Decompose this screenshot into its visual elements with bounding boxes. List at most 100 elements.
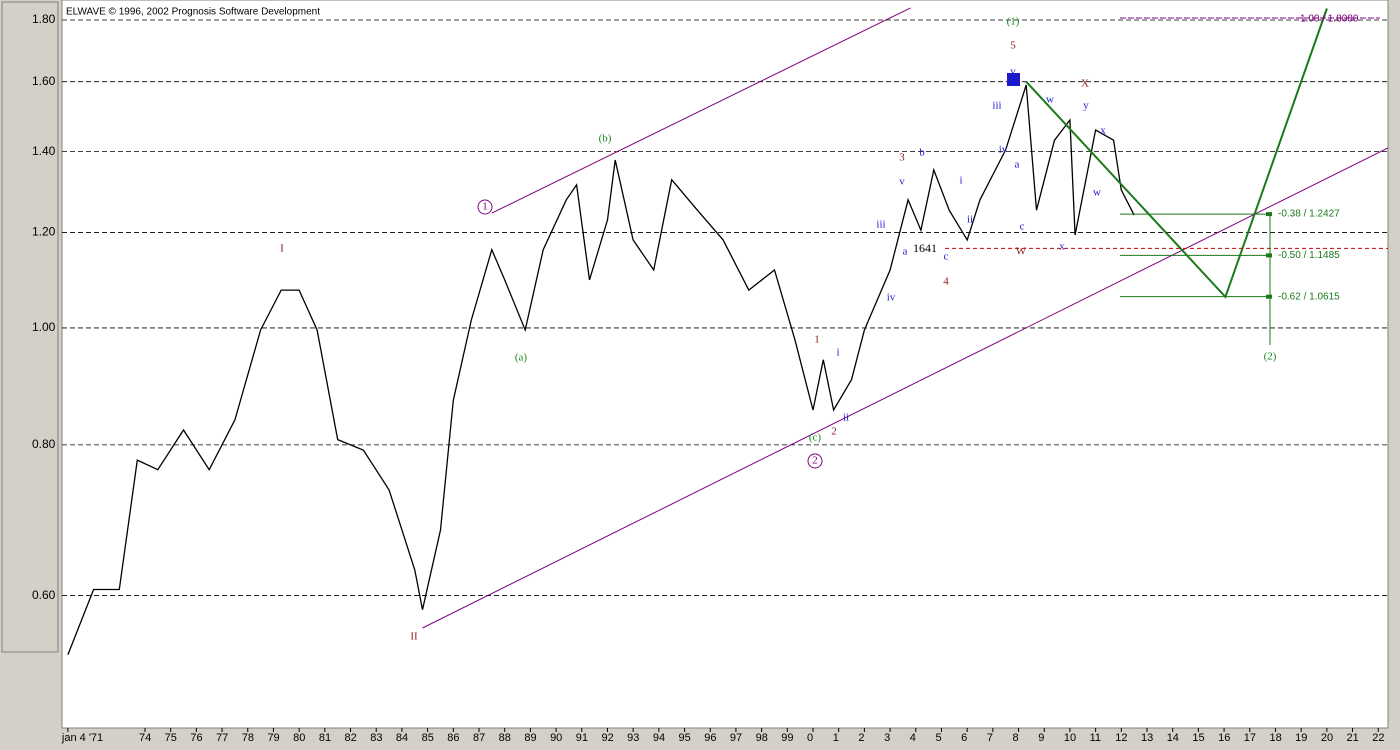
wave-label: a	[1015, 159, 1020, 171]
x-tick-label: 81	[319, 732, 331, 744]
fib-marker	[1266, 253, 1272, 258]
x-tick-label: jan 4 '71	[61, 732, 103, 744]
top-label: 1.00 / 1.8080	[1300, 14, 1359, 25]
wave-label: 2	[831, 426, 837, 438]
wave-label: v	[899, 176, 905, 188]
y-tick-label: 1.00	[32, 320, 56, 334]
x-tick-label: 99	[781, 732, 793, 744]
fib-label: -0.50 / 1.1485	[1278, 250, 1340, 261]
x-tick-label: 78	[242, 732, 254, 744]
wave-label: (b)	[599, 133, 612, 145]
x-tick-label: 88	[499, 732, 511, 744]
wave-label: ii	[843, 412, 849, 424]
x-tick-label: 22	[1372, 732, 1384, 744]
x-tick-label: 9	[1038, 732, 1044, 744]
x-tick-label: 12	[1115, 732, 1127, 744]
x-tick-label: 98	[756, 732, 768, 744]
x-tick-label: 0	[807, 732, 813, 744]
x-tick-label: 84	[396, 732, 408, 744]
x-tick-label: 1	[833, 732, 839, 744]
x-tick-label: 19	[1295, 732, 1307, 744]
x-tick-label: 75	[165, 732, 177, 744]
x-tick-label: 20	[1321, 732, 1333, 744]
axis-panel	[1, 1, 59, 653]
y-tick-label: 1.60	[32, 74, 56, 88]
wave-label: w	[1093, 187, 1101, 199]
wave-label: c	[1020, 221, 1025, 233]
x-tick-label: 5	[935, 732, 941, 744]
y-tick-label: 1.20	[32, 225, 56, 239]
x-tick-label: 15	[1192, 732, 1204, 744]
wave-label: x	[1059, 241, 1065, 253]
wave-label: iii	[876, 219, 885, 231]
wave-label: 4	[943, 276, 949, 288]
x-tick-label: 13	[1141, 732, 1153, 744]
y-tick-label: 1.80	[32, 12, 56, 26]
x-tick-label: 17	[1244, 732, 1256, 744]
wave-label: iv	[999, 144, 1008, 156]
x-tick-label: 8	[1013, 732, 1019, 744]
x-tick-label: 83	[370, 732, 382, 744]
fib-marker	[1266, 212, 1272, 217]
x-tick-label: 14	[1167, 732, 1179, 744]
wave-label: II	[410, 631, 418, 643]
price-line	[67, 84, 1135, 655]
y-tick-label: 0.60	[32, 588, 56, 602]
x-tick-label: 91	[576, 732, 588, 744]
wave-label: 1	[482, 201, 488, 213]
x-tick-label: 97	[730, 732, 742, 744]
x-tick-label: 7	[987, 732, 993, 744]
fib-label: -0.38 / 1.2427	[1278, 209, 1340, 220]
wave-label: 3	[899, 152, 905, 164]
wave-label: c	[944, 251, 949, 263]
x-tick-label: 76	[190, 732, 202, 744]
wave-label: i	[959, 175, 962, 187]
wave-label: (a)	[515, 352, 528, 364]
wave-label: (1)	[1007, 16, 1020, 28]
wave-label: W	[1016, 246, 1027, 258]
x-tick-label: 95	[679, 732, 691, 744]
x-tick-label: 16	[1218, 732, 1230, 744]
overlay-line	[422, 147, 1388, 629]
y-tick-label: 0.80	[32, 437, 56, 451]
wave-label: w	[1046, 94, 1054, 106]
wave-label: 5	[1010, 40, 1016, 52]
x-tick-label: 96	[704, 732, 716, 744]
plot-area	[61, 0, 1389, 729]
overlay-line	[491, 7, 911, 214]
x-tick-label: 92	[601, 732, 613, 744]
wave-label: v	[1010, 66, 1016, 78]
x-tick-label: 79	[267, 732, 279, 744]
wave-label: I	[280, 243, 284, 255]
x-tick-label: 18	[1269, 732, 1281, 744]
wave-label: b	[919, 147, 925, 159]
x-tick-label: 10	[1064, 732, 1076, 744]
x-tick-label: 80	[293, 732, 305, 744]
fib-marker	[1266, 294, 1272, 299]
x-tick-label: 90	[550, 732, 562, 744]
wave-label: a	[903, 246, 908, 258]
x-tick-label: 77	[216, 732, 228, 744]
x-tick-label: 82	[345, 732, 357, 744]
x-tick-label: 6	[961, 732, 967, 744]
wave-label: ii	[967, 214, 973, 226]
x-tick-label: 11	[1090, 732, 1101, 744]
x-tick-label: 87	[473, 732, 485, 744]
x-tick-label: 94	[653, 732, 665, 744]
x-tick-label: 4	[910, 732, 916, 744]
fib-label: -0.62 / 1.0615	[1278, 291, 1340, 302]
wave-circle	[807, 453, 823, 469]
wave-label: iv	[887, 292, 896, 304]
wave-label: 1	[814, 334, 820, 346]
x-tick-label: 86	[447, 732, 459, 744]
wave-label: 2	[812, 455, 818, 467]
x-tick-label: 93	[627, 732, 639, 744]
x-tick-label: 3	[884, 732, 890, 744]
wave-label: y	[1083, 100, 1089, 112]
x-tick-label: 89	[524, 732, 536, 744]
x-tick-label: 74	[139, 732, 151, 744]
x-tick-label: 21	[1347, 732, 1359, 744]
wave-label: (2)	[1264, 351, 1277, 363]
